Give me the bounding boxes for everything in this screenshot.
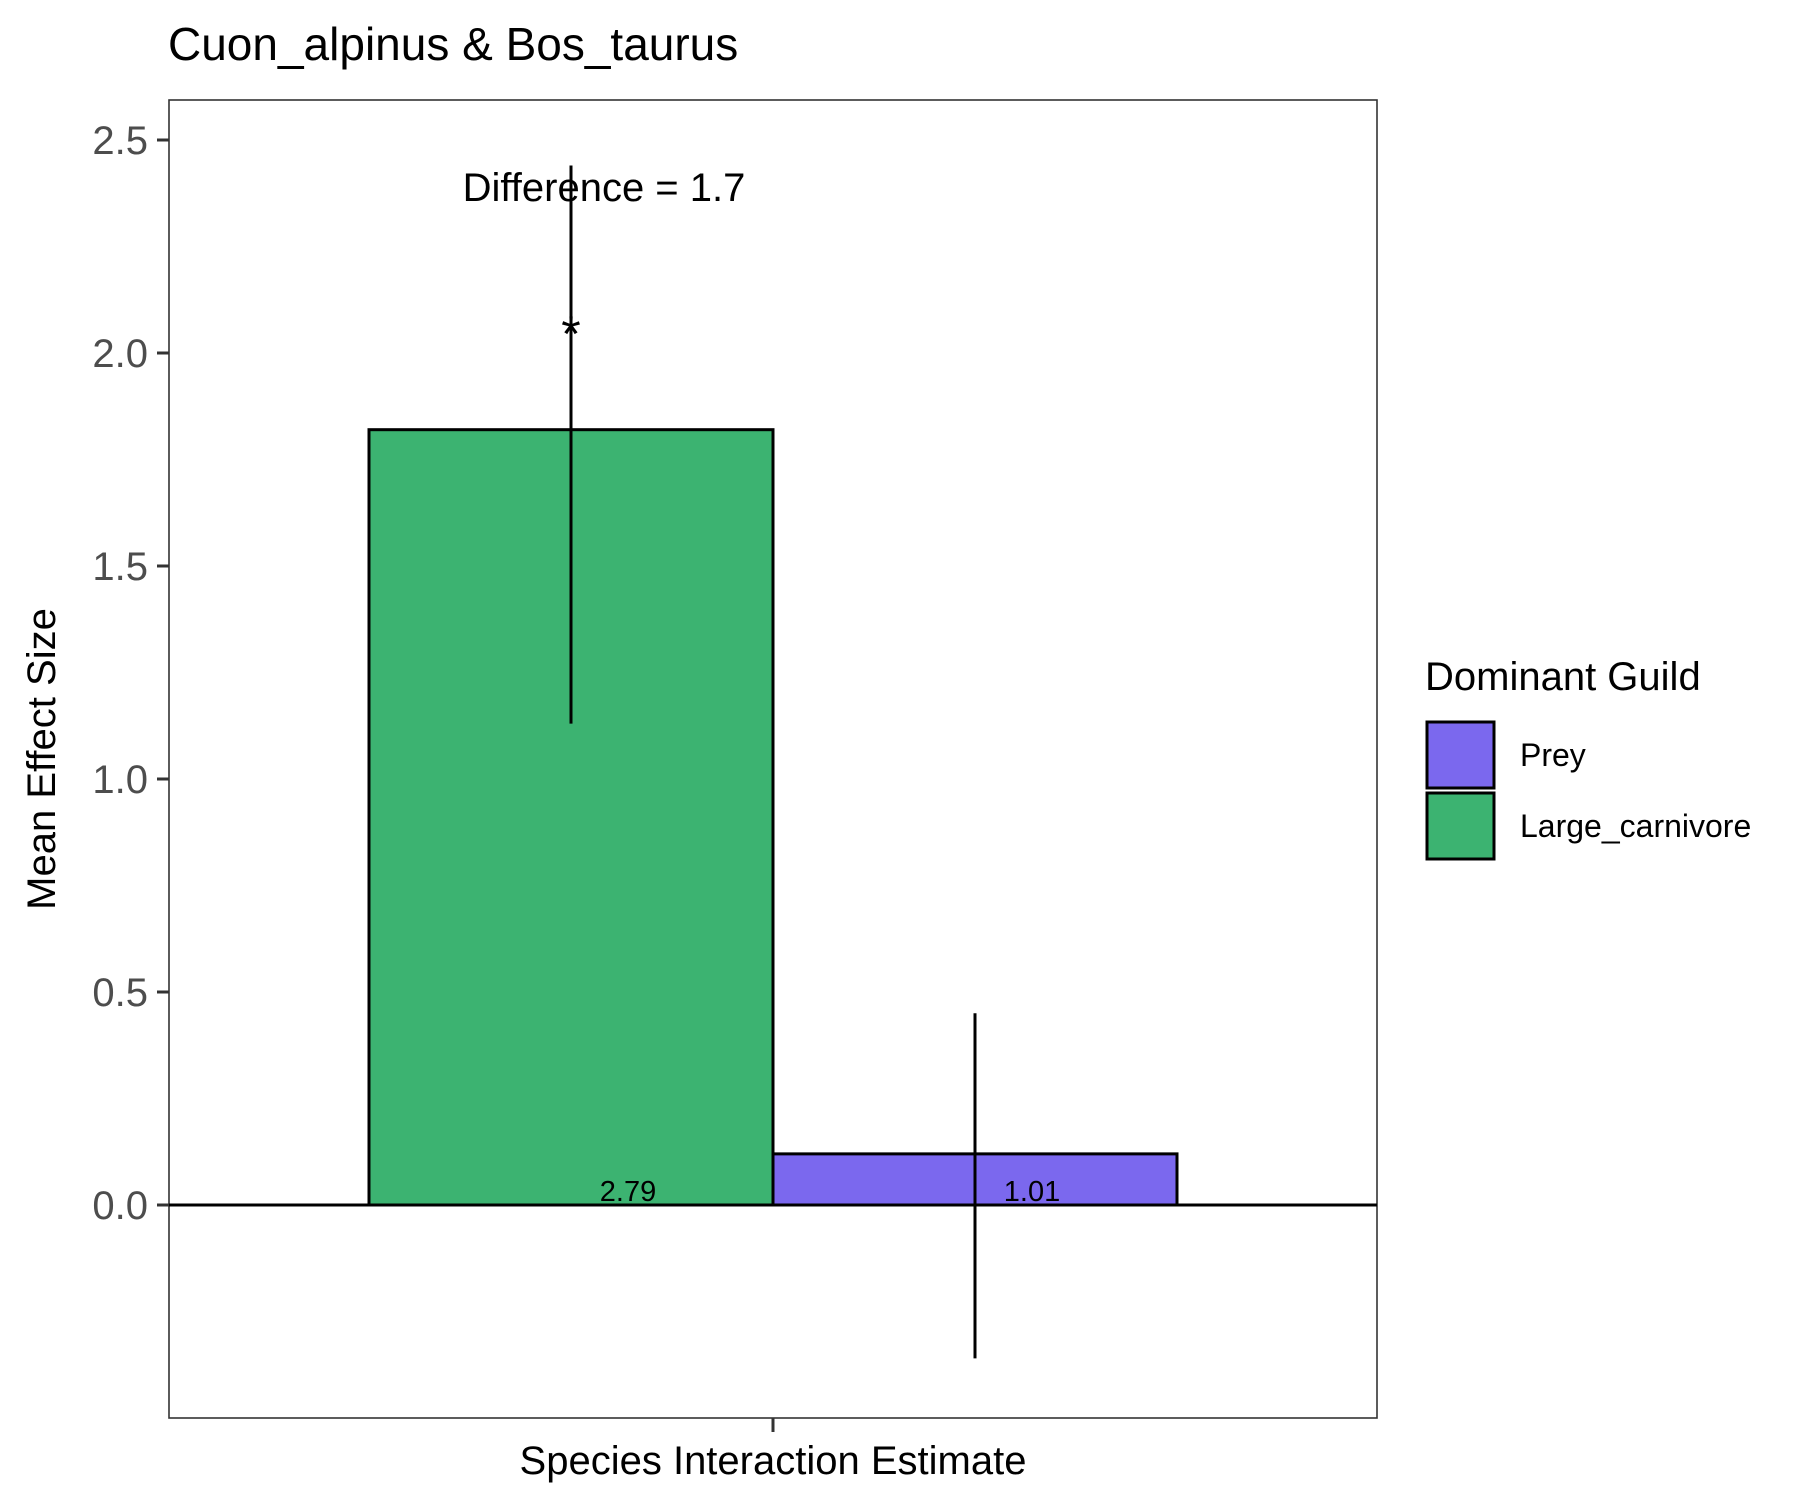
legend-label-large-carnivore: Large_carnivore [1520,808,1751,844]
errorbars [569,165,977,1359]
legend-swatch-large-carnivore [1425,791,1496,861]
legend-label-prey: Prey [1520,737,1586,773]
chart-title: Cuon_alpinus & Bos_taurus [168,18,738,70]
y-tick-label: 2.0 [92,332,148,376]
legend-swatch-prey [1425,720,1496,790]
y-axis-label: Mean Effect Size [20,608,64,910]
y-tick-label: 2.5 [92,119,148,163]
legend: Dominant Guild Prey Large_carnivore [1425,655,1751,861]
bar-value-label: 1.01 [1004,1176,1060,1208]
significance-mark: * [561,306,580,362]
x-axis-label: Species Interaction Estimate [520,1439,1027,1483]
y-axis: 0.0 0.5 1.0 1.5 2.0 2.5 [92,119,169,1228]
y-tick-label: 0.5 [92,971,148,1015]
y-tick-label: 1.0 [92,758,148,802]
legend-title: Dominant Guild [1425,655,1701,699]
bar-labels: 2.79 * 1.01 Difference = 1.7 [463,166,1061,1208]
y-tick-label: 1.5 [92,545,148,589]
y-tick-label: 0.0 [92,1184,148,1228]
difference-annotation: Difference = 1.7 [463,166,746,210]
bar-value-label: 2.79 [600,1176,656,1208]
